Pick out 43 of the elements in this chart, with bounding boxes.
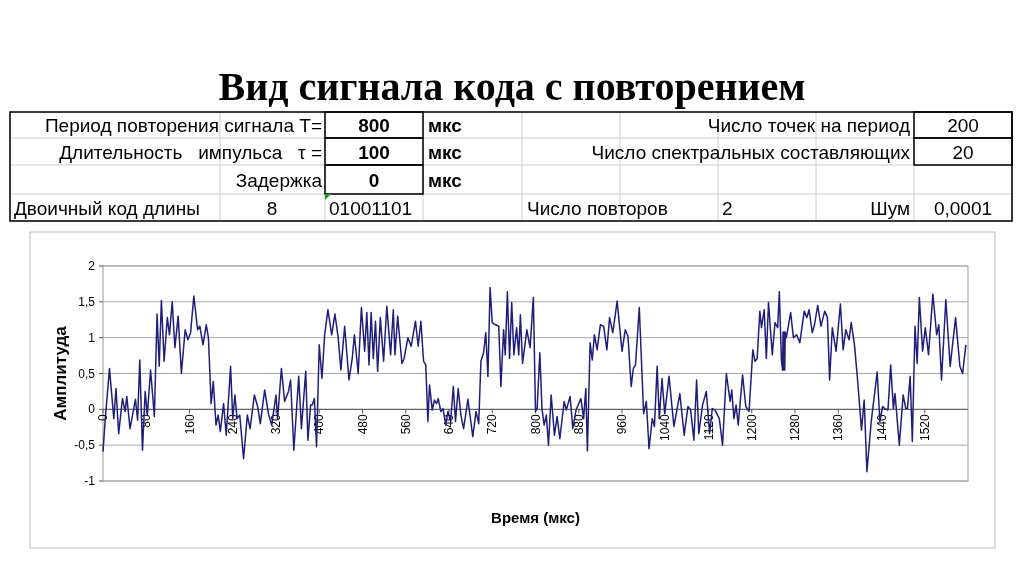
x-tick-label: 240 [225,414,240,435]
x-tick-label: 160 [182,414,197,435]
x-tick-label: 800 [528,414,543,435]
y-tick-label: 2 [88,259,96,273]
text: 8 [266,197,278,219]
x-tick-label: 1520 [917,414,932,442]
x-tick-label: 480 [355,414,370,435]
y-tick-label: -0,5 [74,438,96,453]
text: мкс [428,169,463,191]
x-tick-label: 1280 [788,414,802,442]
x-tick-label: 720 [485,414,500,435]
x-tick-label: 1040 [658,414,673,442]
y-tick-label: 1 [88,330,96,345]
x-tick-label: 880 [571,414,586,435]
text: Число спектральных составляющих [591,141,911,163]
text: Шум [870,197,910,219]
x-tick-label: 1200 [744,414,759,442]
text: 2 [722,197,733,219]
y-tick-label: -1 [84,474,96,488]
text: мкс [428,115,463,136]
text: 20 [952,141,974,163]
text: Длительность импульса τ = [59,141,322,163]
text: 200 [947,115,979,136]
text: Двоичный код длины [14,197,200,219]
text: 0 [368,169,380,191]
y-axis-title: Амплитуда [51,325,70,421]
text: 100 [358,141,390,163]
text: 01001101 [329,197,413,219]
text: Число повторов [527,197,668,219]
x-tick-label: 960 [615,414,629,435]
text: Задержка [235,169,323,191]
x-axis-title: Время (мкс) [491,509,580,526]
text: мкс [428,141,463,163]
x-tick-label: 560 [398,414,413,435]
x-tick-label: 1360 [831,414,846,442]
text: 800 [358,115,390,136]
text: Число точек на период [707,115,910,136]
y-tick-label: 0 [88,402,96,417]
text: Период повторения сигнала T= [44,115,322,136]
text: 0,0001 [933,197,993,219]
y-tick-label: 1,5 [78,294,96,309]
y-tick-label: 0,5 [78,366,96,381]
chart-title: Вид сигнала кода с повторением [218,64,806,109]
